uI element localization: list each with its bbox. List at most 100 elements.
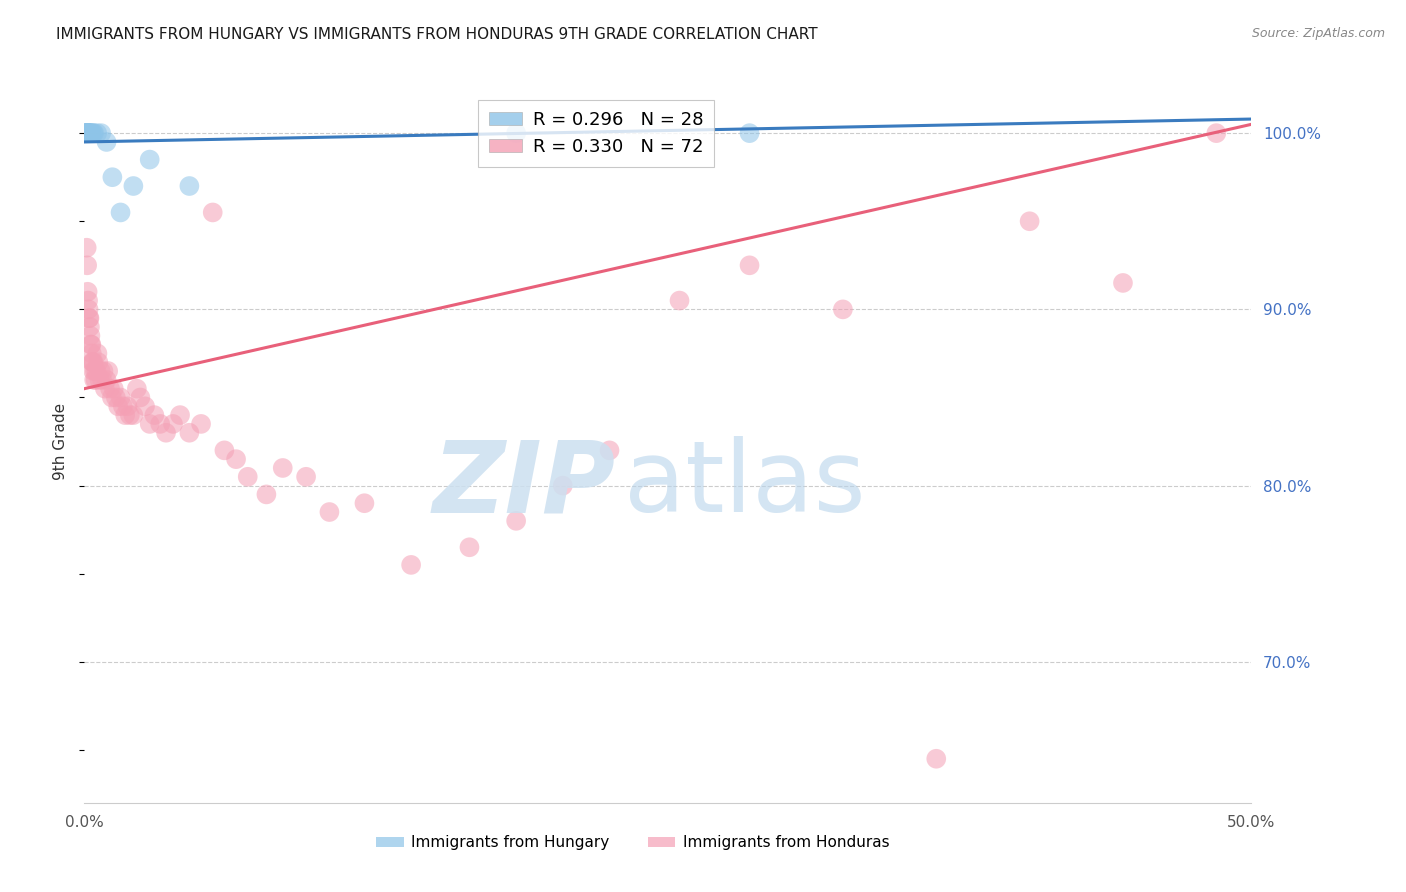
- Point: [76, 126, 98, 140]
- Point: [190, 417, 212, 431]
- Point: [138, 153, 160, 167]
- Point: [80, 337, 103, 351]
- Point: [149, 417, 172, 431]
- Point: [96, 135, 118, 149]
- Point: [97, 364, 120, 378]
- Point: [1205, 126, 1227, 140]
- Point: [90, 126, 112, 140]
- Point: [179, 425, 201, 440]
- Point: [77, 126, 100, 140]
- Point: [94, 382, 117, 396]
- Y-axis label: 9th Grade: 9th Grade: [53, 403, 69, 480]
- Point: [551, 478, 574, 492]
- Point: [80, 346, 103, 360]
- Point: [76, 241, 98, 255]
- Point: [110, 205, 132, 219]
- Point: [83, 364, 105, 378]
- Point: [107, 399, 129, 413]
- Point: [138, 417, 160, 431]
- Point: [134, 399, 156, 413]
- Point: [79, 311, 101, 326]
- Point: [76, 258, 98, 272]
- Point: [118, 408, 141, 422]
- Text: Source: ZipAtlas.com: Source: ZipAtlas.com: [1251, 27, 1385, 40]
- Point: [77, 126, 100, 140]
- Point: [738, 258, 761, 272]
- Point: [122, 408, 145, 422]
- Point: [82, 355, 104, 369]
- Point: [101, 391, 124, 405]
- Point: [353, 496, 375, 510]
- Point: [76, 126, 98, 140]
- Point: [80, 126, 103, 140]
- Point: [75, 126, 97, 140]
- Text: atlas: atlas: [623, 436, 865, 533]
- Point: [122, 179, 145, 194]
- Point: [111, 399, 134, 413]
- Point: [505, 514, 527, 528]
- Point: [101, 170, 124, 185]
- Text: ZIP: ZIP: [432, 436, 616, 533]
- Point: [91, 373, 114, 387]
- Point: [80, 126, 103, 140]
- Point: [114, 408, 136, 422]
- Point: [236, 470, 259, 484]
- Point: [668, 293, 690, 308]
- Point: [79, 126, 101, 140]
- Point: [318, 505, 340, 519]
- Point: [79, 328, 101, 343]
- Point: [76, 285, 98, 299]
- Point: [103, 382, 125, 396]
- Point: [832, 302, 855, 317]
- Point: [82, 355, 104, 369]
- Point: [125, 382, 148, 396]
- Point: [1018, 214, 1040, 228]
- Point: [77, 302, 100, 317]
- Point: [86, 364, 108, 378]
- Point: [254, 487, 277, 501]
- Point: [90, 364, 112, 378]
- Point: [75, 126, 97, 140]
- Point: [399, 558, 422, 572]
- Point: [225, 452, 247, 467]
- Point: [104, 391, 127, 405]
- Point: [79, 126, 101, 140]
- Point: [82, 126, 104, 140]
- Point: [96, 373, 118, 387]
- Point: [214, 443, 236, 458]
- Point: [83, 373, 105, 387]
- Point: [98, 382, 121, 396]
- Point: [201, 205, 224, 219]
- Point: [83, 355, 105, 369]
- Point: [86, 126, 108, 140]
- Point: [169, 408, 191, 422]
- Point: [75, 126, 97, 140]
- Point: [76, 126, 98, 140]
- Point: [82, 364, 104, 378]
- Point: [76, 126, 98, 140]
- Point: [458, 541, 481, 555]
- Point: [738, 126, 761, 140]
- Point: [505, 126, 527, 140]
- Point: [86, 346, 108, 360]
- Point: [162, 417, 184, 431]
- Point: [271, 461, 294, 475]
- Point: [76, 126, 98, 140]
- Point: [110, 391, 132, 405]
- Point: [179, 179, 201, 194]
- Point: [84, 373, 107, 387]
- Point: [76, 126, 98, 140]
- Point: [83, 126, 105, 140]
- Point: [77, 126, 100, 140]
- Point: [77, 293, 100, 308]
- Legend: Immigrants from Hungary, Immigrants from Honduras: Immigrants from Hungary, Immigrants from…: [370, 830, 896, 856]
- Point: [1112, 276, 1135, 290]
- Point: [925, 752, 948, 766]
- Point: [129, 391, 152, 405]
- Point: [77, 311, 100, 326]
- Point: [143, 408, 166, 422]
- Point: [155, 425, 177, 440]
- Point: [117, 399, 139, 413]
- Point: [599, 443, 621, 458]
- Point: [295, 470, 318, 484]
